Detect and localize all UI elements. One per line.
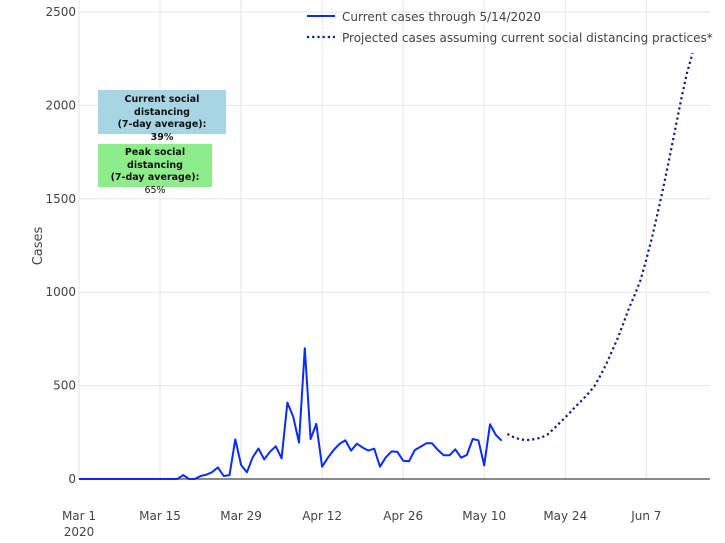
grid — [78, 0, 710, 479]
y-tick-label: 500 — [53, 379, 76, 393]
current-distancing-annotation: Current social distancing (7-day average… — [98, 90, 226, 143]
x-tick-label: Apr 26 — [383, 509, 423, 523]
x-tick-label: May 10 — [462, 509, 506, 523]
y-tick-label: 2500 — [45, 5, 76, 19]
x-tick-labels: Mar 1 2020 Mar 15 Mar 29 Apr 12 Apr 26 May 10 M… — [62, 509, 661, 539]
x-tick-label: May 24 — [543, 509, 587, 523]
annotation-value: 65% — [144, 184, 166, 196]
series-lines — [79, 52, 694, 480]
x-tick-label: Apr 12 — [302, 509, 342, 523]
x-tick-label: Mar 1 — [62, 509, 96, 523]
annotation-subtitle: (7-day average): — [110, 172, 200, 183]
current-cases-line — [79, 347, 503, 480]
legend-label-projected[interactable]: Projected cases assuming current social … — [342, 31, 713, 45]
x-tick-sublabel: 2020 — [64, 525, 95, 539]
annotation-value: 39% — [150, 131, 174, 143]
annotation-title: Current social distancing — [124, 94, 200, 118]
annotation-title: Peak social distancing — [124, 147, 186, 171]
legend-label-current[interactable]: Current cases through 5/14/2020 — [342, 10, 541, 24]
x-tick-label: Mar 15 — [139, 509, 181, 523]
y-axis-label: Cases — [31, 226, 46, 265]
projected-cases-line — [506, 52, 694, 442]
y-tick-label: 1000 — [45, 285, 76, 299]
y-tick-label: 2000 — [45, 98, 76, 112]
x-tick-label: Jun 7 — [630, 509, 661, 523]
annotation-subtitle: (7-day average): — [117, 119, 207, 130]
y-tick-label: 1500 — [45, 192, 76, 206]
legend: Current cases through 5/14/2020 Projecte… — [307, 10, 713, 45]
x-tick-label: Mar 29 — [220, 509, 262, 523]
y-tick-label: 0 — [68, 472, 76, 486]
peak-distancing-annotation: Peak social distancing (7-day average): … — [98, 144, 212, 196]
y-tick-labels: 0 500 1000 1500 2000 2500 — [45, 5, 76, 486]
